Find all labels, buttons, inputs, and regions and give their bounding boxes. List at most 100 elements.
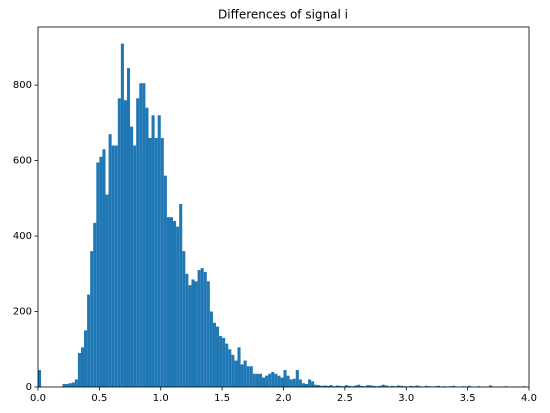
- bar: [99, 156, 103, 387]
- bar: [489, 385, 493, 387]
- bar: [203, 271, 207, 387]
- bar: [344, 385, 348, 387]
- bar: [160, 137, 164, 387]
- bar: [381, 384, 385, 387]
- bar: [271, 371, 275, 387]
- bar: [148, 137, 152, 387]
- bar: [139, 83, 143, 388]
- bar: [277, 375, 281, 387]
- bar: [173, 220, 177, 387]
- bar: [209, 311, 213, 387]
- bar: [68, 383, 72, 387]
- bar: [249, 366, 253, 387]
- bar: [467, 385, 471, 387]
- bar: [185, 273, 189, 387]
- bar: [326, 385, 330, 387]
- bar: [105, 194, 109, 387]
- x-tick-label: 1.0: [153, 393, 169, 404]
- bar: [151, 115, 155, 388]
- bar: [228, 349, 232, 387]
- bar: [212, 322, 216, 387]
- bar: [320, 385, 324, 387]
- bar: [191, 279, 195, 387]
- bar: [142, 83, 146, 388]
- bar: [366, 385, 370, 387]
- bar: [369, 385, 373, 387]
- bar: [179, 203, 183, 387]
- x-tick-label: 0.5: [91, 393, 107, 404]
- bar: [200, 268, 204, 387]
- x-tick-label: 2.5: [337, 393, 353, 404]
- bar: [231, 354, 235, 387]
- bar: [80, 347, 85, 387]
- bar: [400, 385, 404, 387]
- y-tick-label: 800: [13, 80, 32, 91]
- bar: [123, 100, 127, 387]
- bar: [133, 145, 137, 387]
- chart-title: Differences of signal i: [218, 8, 348, 22]
- x-tick-label: 3.5: [460, 393, 476, 404]
- x-tick-label: 2.0: [276, 393, 292, 404]
- bar: [120, 43, 124, 388]
- bar: [378, 385, 382, 387]
- bar: [77, 353, 81, 387]
- bar: [90, 251, 94, 387]
- bar: [424, 385, 428, 387]
- bar: [166, 217, 170, 387]
- y-tick-label: 0: [26, 382, 32, 393]
- bar: [114, 145, 118, 387]
- bar: [96, 162, 100, 387]
- bar: [237, 347, 241, 387]
- bar: [317, 385, 321, 387]
- bar: [145, 107, 149, 388]
- bar: [163, 175, 167, 387]
- bar: [182, 251, 186, 387]
- x-tick-label: 4.0: [521, 393, 537, 404]
- bar: [111, 145, 115, 387]
- bar: [194, 281, 198, 387]
- bar: [298, 379, 302, 387]
- bar: [154, 137, 158, 387]
- bar: [289, 379, 293, 387]
- y-tick-label: 400: [13, 231, 32, 242]
- bar: [84, 330, 88, 387]
- bar: [117, 98, 121, 388]
- bar: [206, 281, 210, 387]
- bar: [38, 370, 42, 387]
- bar: [176, 226, 180, 387]
- bar: [197, 270, 201, 387]
- bar: [292, 378, 296, 387]
- x-tick-label: 3.0: [398, 393, 414, 404]
- bar: [255, 373, 259, 387]
- bar: [169, 217, 174, 387]
- bar: [225, 343, 229, 387]
- bar: [311, 381, 315, 387]
- bar: [415, 385, 419, 387]
- bar: [452, 385, 456, 387]
- bar: [347, 385, 352, 387]
- bar: [240, 364, 244, 387]
- x-tick-label: 0.0: [30, 393, 46, 404]
- bar: [246, 366, 250, 387]
- bar: [215, 326, 220, 387]
- bar: [222, 337, 226, 387]
- bar: [338, 385, 342, 387]
- bar: [357, 384, 361, 387]
- bar: [280, 377, 284, 387]
- bar: [243, 360, 247, 387]
- bar: [188, 285, 192, 387]
- bar: [301, 383, 305, 387]
- bar: [286, 375, 290, 387]
- bar: [157, 115, 161, 388]
- bar: [62, 383, 66, 387]
- y-tick-label: 600: [13, 156, 32, 167]
- bar: [436, 385, 441, 387]
- bar: [323, 385, 327, 387]
- bar: [234, 360, 238, 387]
- bar: [308, 379, 312, 387]
- y-tick-label: 200: [13, 307, 32, 318]
- bar: [314, 384, 318, 387]
- bar: [252, 373, 256, 387]
